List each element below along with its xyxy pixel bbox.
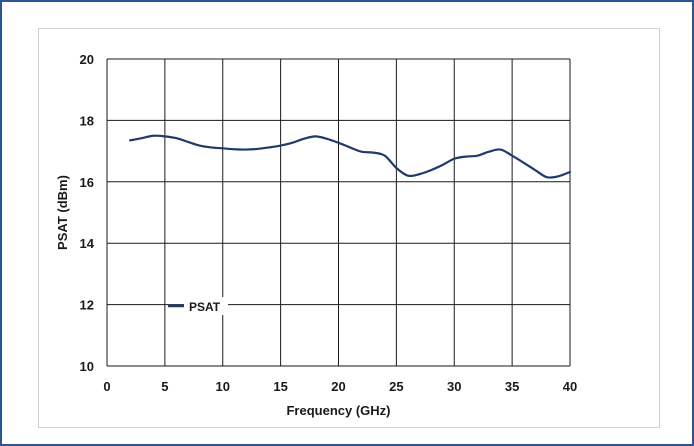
x-tick-label: 40 [563,379,577,394]
legend: PSAT [168,297,228,315]
legend-label-psat: PSAT [189,300,221,314]
x-tick-label: 20 [331,379,345,394]
y-tick-label: 18 [80,113,94,128]
y-tick-label: 12 [80,298,94,313]
x-tick-label: 25 [389,379,403,394]
x-tick-label: 35 [505,379,519,394]
y-tick-label: 14 [80,236,95,251]
y-tick-label: 20 [80,52,94,67]
y-tick-labels: 10 12 14 16 18 20 [80,52,95,374]
y-axis-title: PSAT (dBm) [55,175,70,250]
x-tick-label: 5 [161,379,168,394]
x-axis-title: Frequency (GHz) [286,403,390,418]
series-line-psat [129,134,572,179]
x-tick-labels: 0 5 10 15 20 25 30 35 40 [103,379,577,394]
x-tick-label: 0 [103,379,110,394]
x-tick-label: 30 [447,379,461,394]
y-tick-label: 16 [80,175,94,190]
x-tick-label: 10 [216,379,230,394]
y-tick-label: 10 [80,359,94,374]
x-tick-label: 15 [273,379,287,394]
